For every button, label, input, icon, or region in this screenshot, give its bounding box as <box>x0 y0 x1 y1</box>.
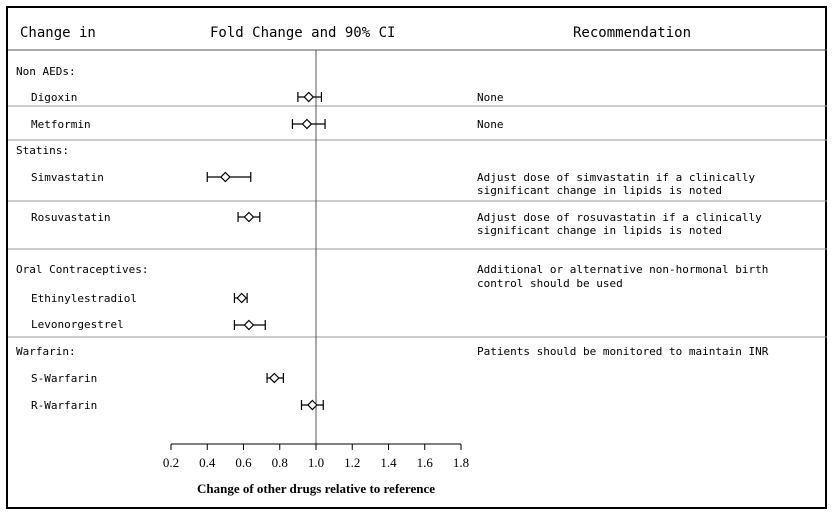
drug-label-digoxin: Digoxin <box>31 91 77 104</box>
x-tick-label: 0.4 <box>199 455 216 470</box>
x-tick-label: 1.2 <box>344 455 360 470</box>
point-estimate-diamond <box>236 292 248 304</box>
recommendation-rosuvastatin-line1: Adjust dose of rosuvastatin if a clinica… <box>477 211 762 224</box>
x-tick-label: 0.6 <box>235 455 252 470</box>
x-tick-label: 0.2 <box>163 455 179 470</box>
drug-label-r-warfarin: R-Warfarin <box>31 399 97 412</box>
x-tick-label: 1.0 <box>308 455 324 470</box>
x-tick-label: 1.6 <box>417 455 434 470</box>
ci-mark-levonorgestrel <box>233 319 266 331</box>
drug-label-s-warfarin: S-Warfarin <box>31 372 97 385</box>
group-label-oral-contraceptives: Oral Contraceptives: <box>16 263 148 276</box>
recommendation-digoxin: None <box>477 91 504 104</box>
header-fold-change: Fold Change and 90% CI <box>210 25 395 41</box>
ci-mark-r-warfarin <box>300 399 324 411</box>
point-estimate-diamond <box>303 91 315 103</box>
group-label-non-aeds: Non AEDs: <box>16 65 76 78</box>
point-estimate-diamond <box>301 118 313 130</box>
point-estimate-diamond <box>268 372 280 384</box>
group-label-statins: Statins: <box>16 144 69 157</box>
x-tick-label: 1.4 <box>380 455 397 470</box>
recommendation-rosuvastatin-line2: significant change in lipids is noted <box>477 224 722 237</box>
group-label-warfarin: Warfarin: <box>16 345 76 358</box>
point-estimate-diamond <box>220 171 231 183</box>
x-axis-ticks: 0.2 0.4 0.6 0.8 1.0 1.2 1.4 1.6 1.8 <box>163 444 469 470</box>
ci-mark-digoxin <box>297 91 323 103</box>
x-axis-label: Change of other drugs relative to refere… <box>197 481 435 496</box>
drug-label-metformin: Metformin <box>31 118 91 131</box>
ci-mark-ethinylestradiol <box>233 292 248 304</box>
recommendation-metformin: None <box>477 118 504 131</box>
point-estimate-diamond <box>243 319 255 331</box>
drug-label-rosuvastatin: Rosuvastatin <box>31 211 110 224</box>
header-change-in: Change in <box>20 25 96 41</box>
ci-mark-s-warfarin <box>266 372 284 384</box>
header-recommendation: Recommendation <box>573 25 691 41</box>
ci-mark-rosuvastatin <box>237 211 261 223</box>
point-estimate-diamond <box>307 399 318 411</box>
forest-plot-frame <box>6 6 827 509</box>
recommendation-warfarin: Patients should be monitored to maintain… <box>477 345 769 358</box>
recommendation-simvastatin-line2: significant change in lipids is noted <box>477 184 722 197</box>
ci-mark-simvastatin <box>206 171 252 183</box>
recommendation-simvastatin-line1: Adjust dose of simvastatin if a clinical… <box>477 171 756 184</box>
x-tick-label: 1.8 <box>453 455 469 470</box>
drug-label-ethinylestradiol: Ethinylestradiol <box>31 292 137 305</box>
drug-label-simvastatin: Simvastatin <box>31 171 104 184</box>
data-marks <box>206 91 326 411</box>
ci-mark-metformin <box>291 118 326 130</box>
point-estimate-diamond <box>243 211 255 223</box>
recommendation-oral-contraceptives-line2: control should be used <box>477 277 623 290</box>
drug-label-levonorgestrel: Levonorgestrel <box>31 318 124 331</box>
recommendation-oral-contraceptives-line1: Additional or alternative non-hormonal b… <box>477 263 768 276</box>
x-tick-label: 0.8 <box>272 455 288 470</box>
